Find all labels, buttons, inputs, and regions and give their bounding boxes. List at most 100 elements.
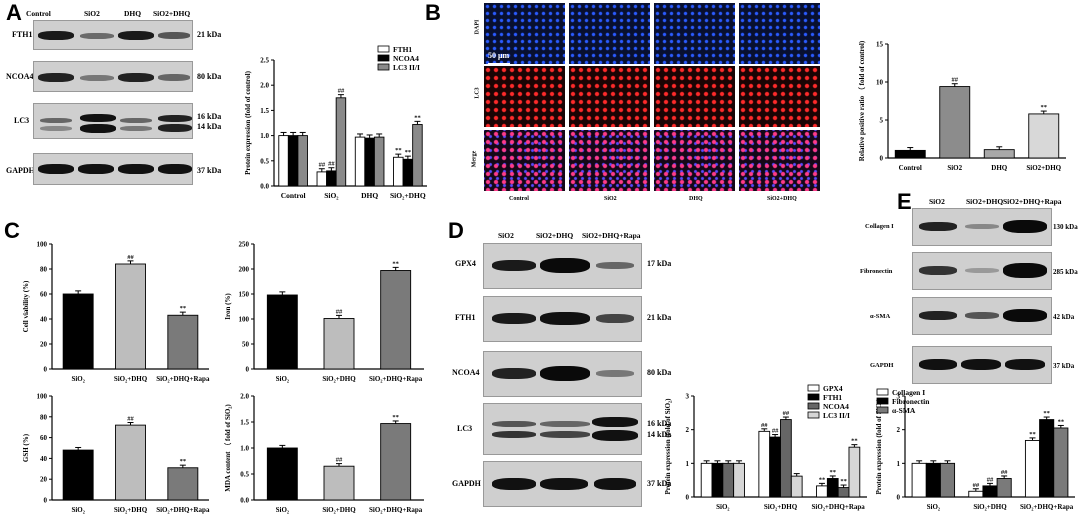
- bar: [1053, 427, 1069, 498]
- legend-label: GPX4: [823, 384, 843, 393]
- blot-row-label: α-SMA: [870, 313, 891, 320]
- blot-strip: [912, 346, 1052, 384]
- stain-label: Merge: [471, 150, 478, 168]
- y-tick-label: 100: [37, 393, 48, 401]
- y-tick-label: 5: [880, 117, 884, 125]
- lane-label: SiO2: [84, 9, 100, 18]
- blot-row-label: FTH1: [12, 30, 33, 39]
- significance-mark: **: [392, 260, 399, 267]
- x-tick-label: DHQ: [991, 164, 1008, 172]
- legend-label: Collagen I: [892, 388, 925, 397]
- micrograph: [739, 130, 820, 191]
- bar: [1028, 113, 1060, 159]
- significance-mark: **: [414, 114, 421, 121]
- bar: [402, 158, 414, 187]
- significance-mark: **: [392, 414, 399, 421]
- significance-mark: ##: [336, 457, 343, 464]
- significance-mark: ##: [987, 476, 994, 483]
- column-label: Control: [509, 196, 529, 202]
- bar: [373, 136, 385, 187]
- y-tick-label: 10: [876, 79, 884, 87]
- bar: [982, 485, 998, 498]
- y-tick-label: 1.0: [240, 445, 249, 453]
- significance-mark: ##: [1001, 469, 1008, 476]
- y-axis-label: GSH (%): [22, 433, 30, 462]
- kda-label: 17 kDa: [647, 259, 672, 268]
- blot-strip: [33, 153, 193, 185]
- kda-label: 21 kDa: [197, 30, 222, 39]
- legend-swatch: [807, 393, 820, 401]
- scale-bar: [488, 63, 510, 65]
- legend-label: NCOA4: [823, 402, 849, 411]
- chart-a: 0.0 0.5 1.0 1.5 2.0 2.5 Protein expression (fo…: [244, 45, 427, 200]
- y-tick-label: 20: [40, 476, 48, 484]
- blot-strip: [33, 103, 193, 139]
- x-tick-label: SiO₂: [71, 506, 84, 514]
- lane-label: SiO2+DHQ: [966, 197, 1004, 206]
- blot-strip: [483, 296, 642, 342]
- bar: [700, 462, 713, 498]
- bar: [364, 137, 375, 187]
- lane-label: SiO2+DHQ+Rapa: [582, 231, 641, 240]
- y-tick-label: 2: [686, 426, 690, 434]
- kda-label: 16 kDa: [197, 112, 222, 121]
- micrograph: [484, 3, 565, 64]
- bar: [1024, 439, 1041, 498]
- significance-mark: ##: [761, 422, 768, 429]
- blot-row-label: LC3: [457, 424, 473, 433]
- y-axis-label: MDA content （ fold of SiO₂): [224, 404, 232, 492]
- bar: [62, 293, 94, 370]
- bar: [848, 446, 861, 498]
- x-tick-label: SiO₂: [276, 375, 289, 383]
- bar: [758, 430, 771, 498]
- y-tick-label: 40: [40, 455, 48, 463]
- kda-label: 16 kDa: [647, 419, 672, 428]
- y-tick-label: 100: [37, 241, 48, 249]
- micrograph: [569, 66, 650, 127]
- bar: [323, 465, 355, 501]
- bar: [323, 318, 355, 370]
- lane-label: SiO2+DHQ: [536, 231, 574, 240]
- panel-label-a: A: [6, 0, 22, 25]
- y-tick-label: 0: [897, 494, 901, 502]
- legend-swatch: [377, 45, 390, 53]
- bar: [167, 314, 199, 370]
- column-label: SiO2: [604, 196, 617, 202]
- chart-e: 0 1 2 3 Protein expression (fold of SiO₂) SiO…: [875, 388, 1075, 511]
- bar: [266, 447, 298, 501]
- chart-c2: 0 50 100 150 200 250 Iron (%) SiO₂ SiO₂+DHQ ## SiO…: [224, 241, 424, 383]
- significance-mark: ##: [328, 161, 335, 168]
- kda-label: 37 kDa: [647, 479, 672, 488]
- y-tick-label: 80: [40, 266, 48, 274]
- blot-strip: [912, 252, 1052, 290]
- column-label: SiO2+DHQ: [767, 196, 797, 202]
- chart-c3: 0 20 40 60 80 100 GSH (%) SiO₂ SiO₂+DHQ ## SiO₂+DH…: [22, 393, 210, 515]
- legend-swatch: [807, 411, 820, 419]
- micrograph: [569, 130, 650, 191]
- bar: [939, 462, 956, 498]
- panel-label-e: E: [897, 189, 912, 214]
- significance-mark: **: [180, 458, 187, 465]
- x-tick-label: SiO₂+DHQ: [973, 503, 1007, 511]
- scale-bar-label: 50 μm: [488, 51, 510, 60]
- bar: [412, 124, 423, 187]
- y-tick-label: 40: [40, 316, 48, 324]
- micrograph: [484, 130, 565, 191]
- bar: [297, 135, 308, 187]
- significance-mark: ##: [127, 416, 134, 423]
- y-tick-label: 0: [44, 366, 48, 374]
- legend-label: FTH1: [823, 393, 842, 402]
- x-tick-label: SiO₂: [276, 506, 289, 514]
- column-label: DHQ: [689, 196, 703, 202]
- bar: [733, 462, 745, 498]
- panel-label-c: C: [4, 218, 20, 243]
- kda-label: 37 kDa: [1053, 362, 1075, 370]
- x-tick-label: SiO₂+DHQ+Rapa: [156, 375, 210, 383]
- significance-mark: **: [830, 469, 837, 476]
- stain-label: LC3: [474, 87, 481, 99]
- significance-mark: **: [395, 147, 402, 154]
- bar: [115, 263, 146, 370]
- lane-label: SiO2: [498, 231, 514, 240]
- micrograph: [569, 3, 650, 64]
- lane-label: Control: [26, 9, 51, 18]
